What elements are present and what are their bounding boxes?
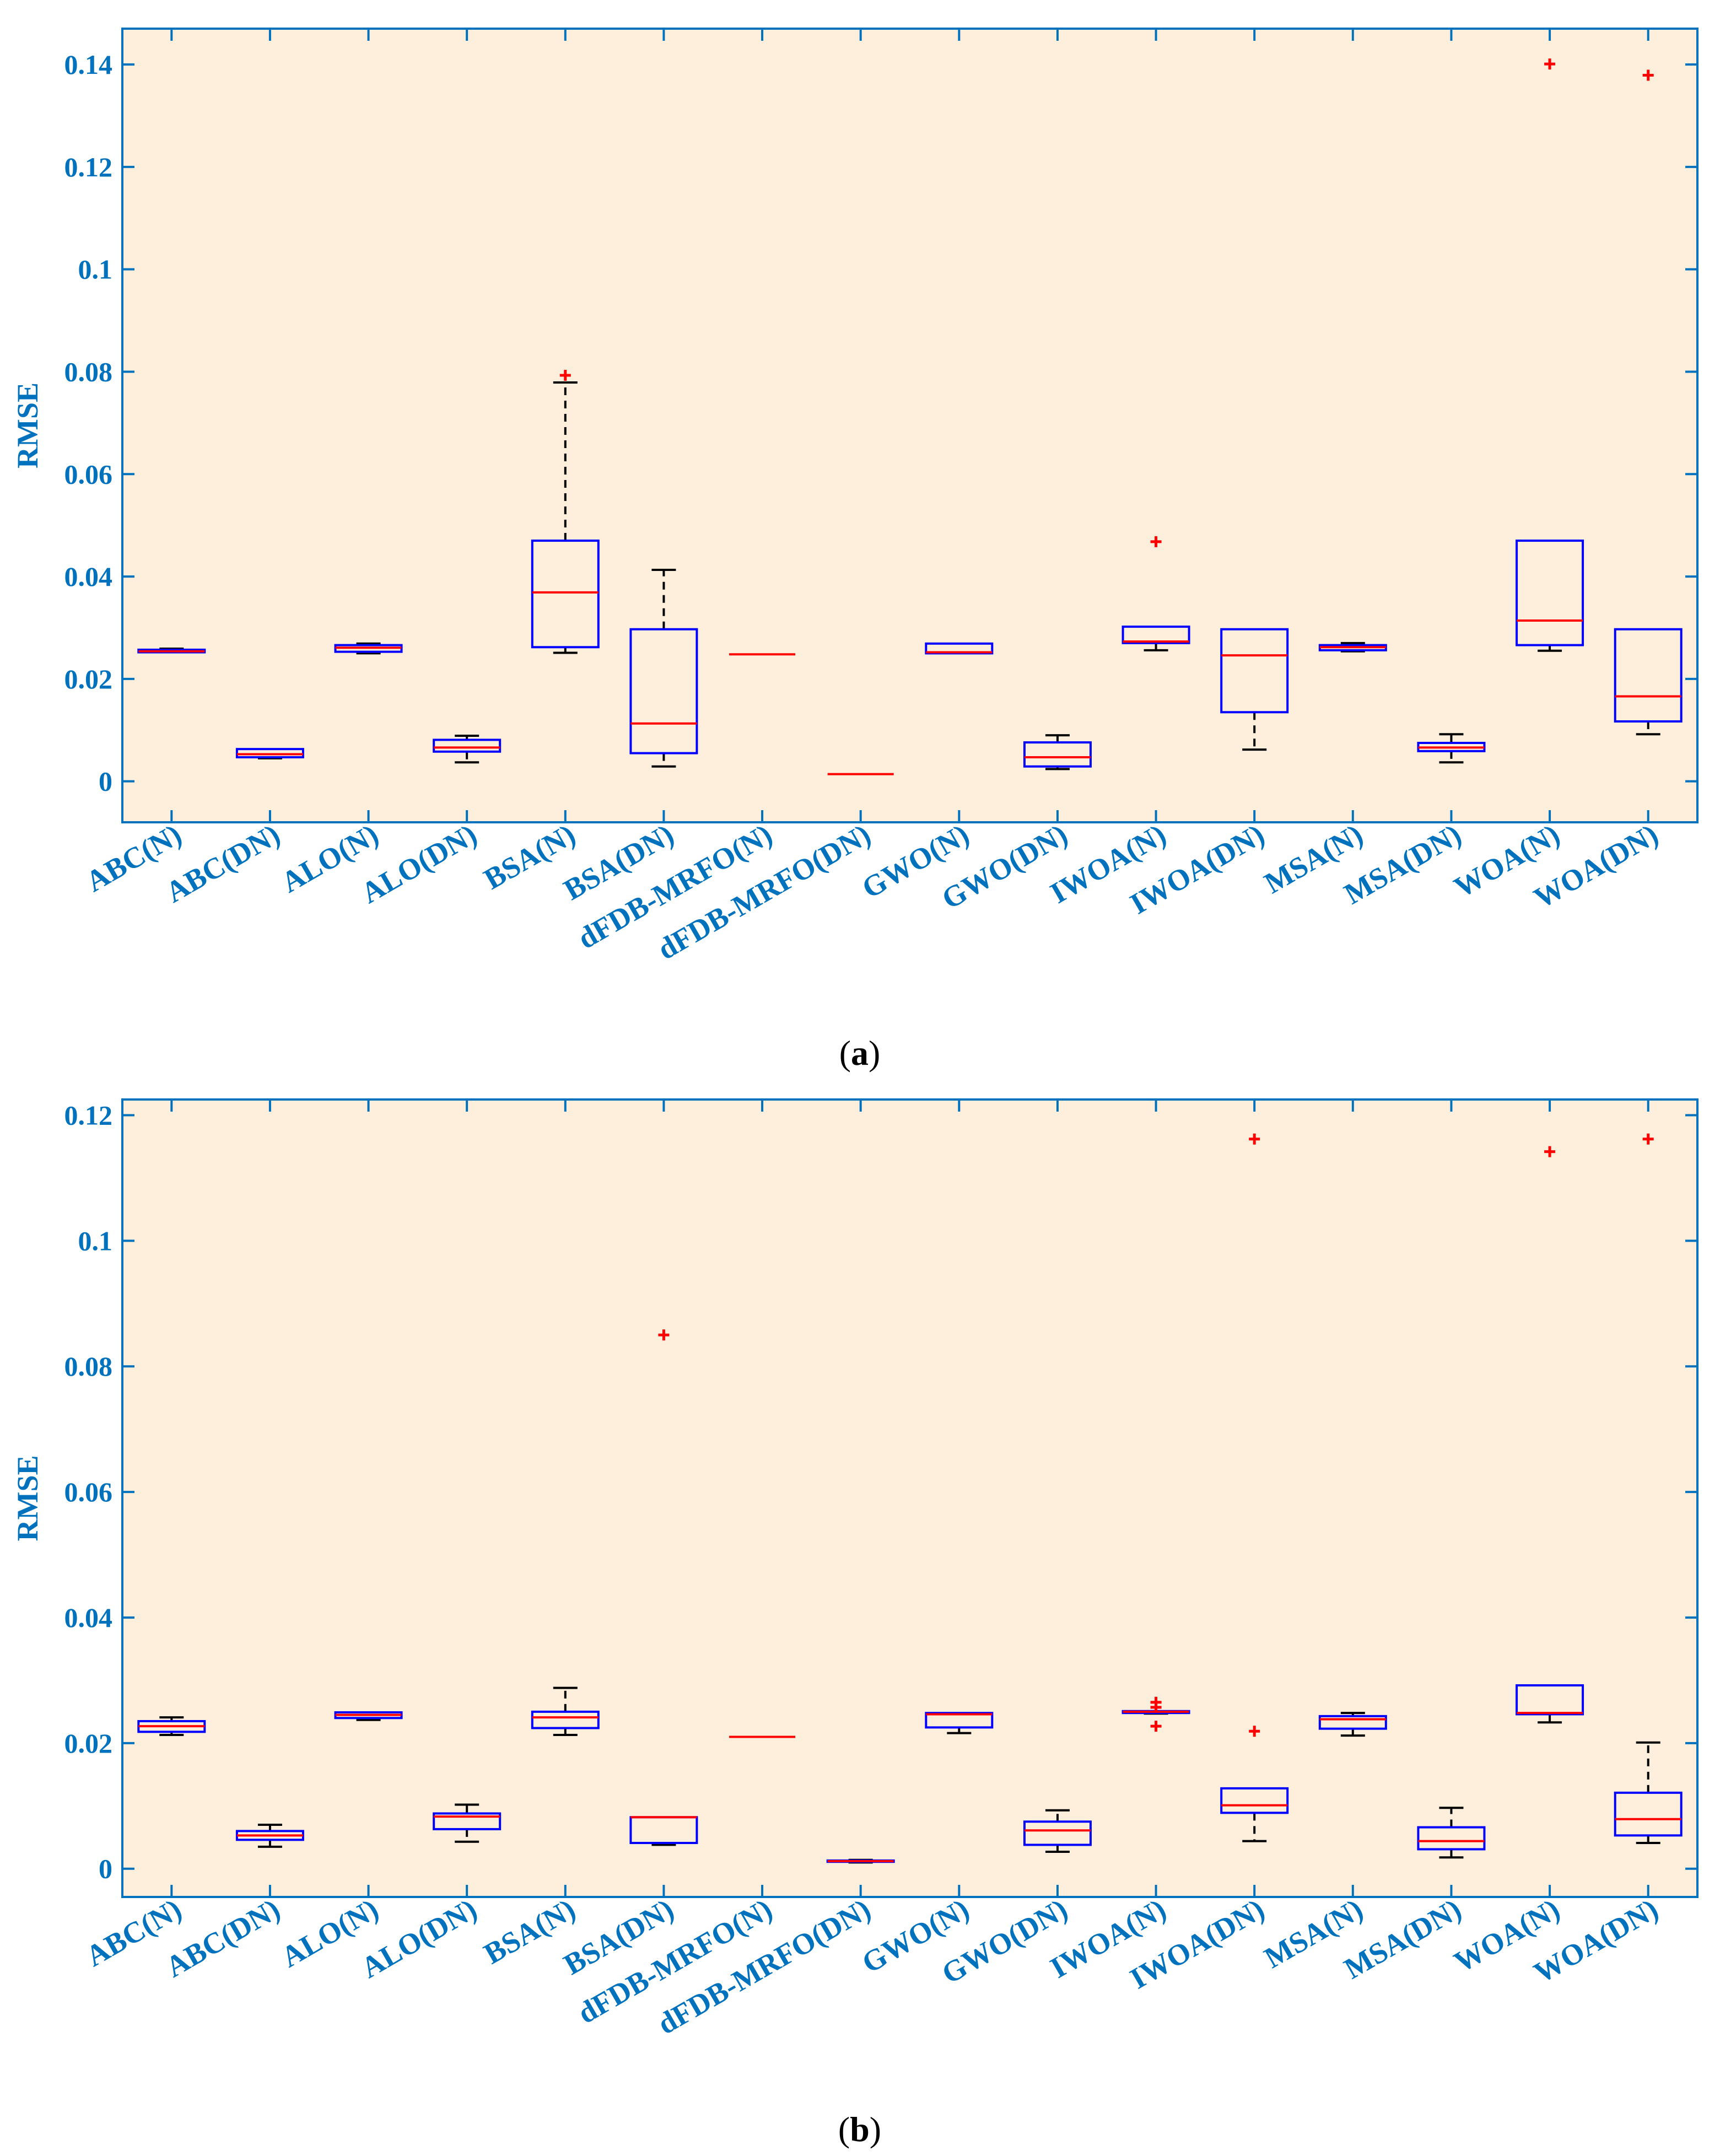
box-ALO(DN) [433, 1803, 502, 1843]
y-tick-label: 0.06 [64, 459, 113, 489]
box-IWOA(DN) [1220, 628, 1289, 751]
plot-area [122, 1099, 1697, 1897]
box-ABC(DN) [235, 1823, 304, 1848]
box-IWOA(DN) [1220, 1133, 1289, 1842]
y-tick-label: 0.1 [78, 254, 113, 285]
iqr-box [629, 628, 698, 754]
x-category-label: ABC(DN) [160, 1892, 285, 1983]
y-tick-label: 0.14 [64, 49, 113, 80]
box-ABC(N) [137, 1716, 206, 1737]
box-IWOA(N) [1121, 1696, 1190, 1732]
y-tick-label: 0.04 [64, 1602, 113, 1633]
panel-b-caption-letter: b [850, 2110, 870, 2149]
iqr-box [1417, 1826, 1486, 1851]
iqr-box [433, 739, 502, 753]
box-dFDB-MRFO(DN) [826, 1858, 895, 1864]
outlier-marker [1642, 1133, 1654, 1145]
panel-b-caption: (b) [838, 2110, 881, 2149]
y-tick-label: 0 [99, 766, 112, 797]
box-WOA(N) [1516, 58, 1584, 652]
y-tick-label: 0.02 [64, 664, 113, 694]
y-tick-label: 0.08 [64, 1351, 113, 1382]
y-tick-label: 0.08 [64, 356, 113, 387]
box-MSA(DN) [1417, 733, 1486, 764]
box-ABC(DN) [235, 748, 304, 759]
iqr-box [1318, 1715, 1387, 1730]
outlier-marker [1544, 1146, 1556, 1157]
x-category-label: ABC(DN) [160, 817, 285, 909]
iqr-box [1220, 1787, 1289, 1814]
outlier-marker [1249, 1726, 1260, 1737]
box-ABC(N) [137, 648, 206, 654]
box-ALO(N) [334, 1711, 403, 1721]
y-tick-label: 0 [99, 1853, 112, 1884]
iqr-box [1023, 741, 1092, 768]
box-ALO(N) [334, 642, 403, 655]
panel-a-caption: (a) [839, 1033, 881, 1072]
iqr-box [1614, 1791, 1683, 1837]
panel-a-caption-letter: a [851, 1033, 869, 1072]
outlier-marker [1150, 536, 1162, 547]
outlier-marker [1150, 1721, 1162, 1732]
box-ALO(DN) [433, 734, 502, 764]
outlier-marker [1544, 58, 1556, 70]
outlier-marker [1249, 1133, 1260, 1145]
axes-frame [121, 28, 1699, 823]
box-WOA(DN) [1614, 69, 1683, 736]
iqr-box [1614, 628, 1683, 723]
box-GWO(N) [925, 642, 994, 655]
box-GWO(N) [925, 1712, 994, 1734]
box-WOA(DN) [1614, 1133, 1683, 1845]
outlier-marker [1642, 69, 1654, 81]
iqr-box [1516, 540, 1584, 646]
box-WOA(N) [1516, 1146, 1584, 1724]
iqr-box [1121, 626, 1190, 644]
box-MSA(N) [1318, 642, 1387, 653]
box-GWO(DN) [1023, 734, 1092, 770]
box-BSA(N) [531, 1686, 600, 1737]
y-tick-label: 0.04 [64, 561, 113, 592]
outlier-marker [1150, 1696, 1162, 1708]
iqr-box [1023, 1820, 1092, 1846]
iqr-box [531, 540, 600, 649]
box-IWOA(N) [1121, 536, 1190, 651]
box-BSA(N) [531, 369, 600, 654]
box-MSA(N) [1318, 1712, 1387, 1737]
iqr-box [925, 1712, 994, 1729]
axes-frame [121, 1098, 1699, 1898]
y-axis-label: RMSE [11, 1455, 44, 1541]
outlier-marker [658, 1329, 670, 1341]
iqr-box [1516, 1684, 1584, 1716]
plot-area [122, 29, 1697, 822]
y-tick-label: 0.02 [64, 1728, 113, 1759]
panel-a-chart: 00.020.040.060.080.10.120.14ABC(N)ABC(DN… [11, 28, 1699, 966]
box-MSA(DN) [1417, 1807, 1486, 1859]
iqr-box [1220, 628, 1289, 714]
box-GWO(DN) [1023, 1809, 1092, 1853]
panel-b-chart: 00.020.040.060.080.10.12ABC(N)ABC(DN)ALO… [11, 1098, 1699, 2041]
y-axis-label: RMSE [11, 382, 44, 468]
y-tick-label: 0.12 [64, 152, 113, 182]
y-tick-label: 0.12 [64, 1099, 113, 1130]
box-BSA(DN) [629, 568, 698, 768]
iqr-box [433, 1812, 502, 1830]
box-BSA(DN) [629, 1329, 698, 1846]
y-tick-label: 0.06 [64, 1476, 113, 1507]
y-tick-label: 0.1 [78, 1225, 113, 1256]
outlier-marker [559, 369, 571, 381]
iqr-box [531, 1710, 600, 1729]
